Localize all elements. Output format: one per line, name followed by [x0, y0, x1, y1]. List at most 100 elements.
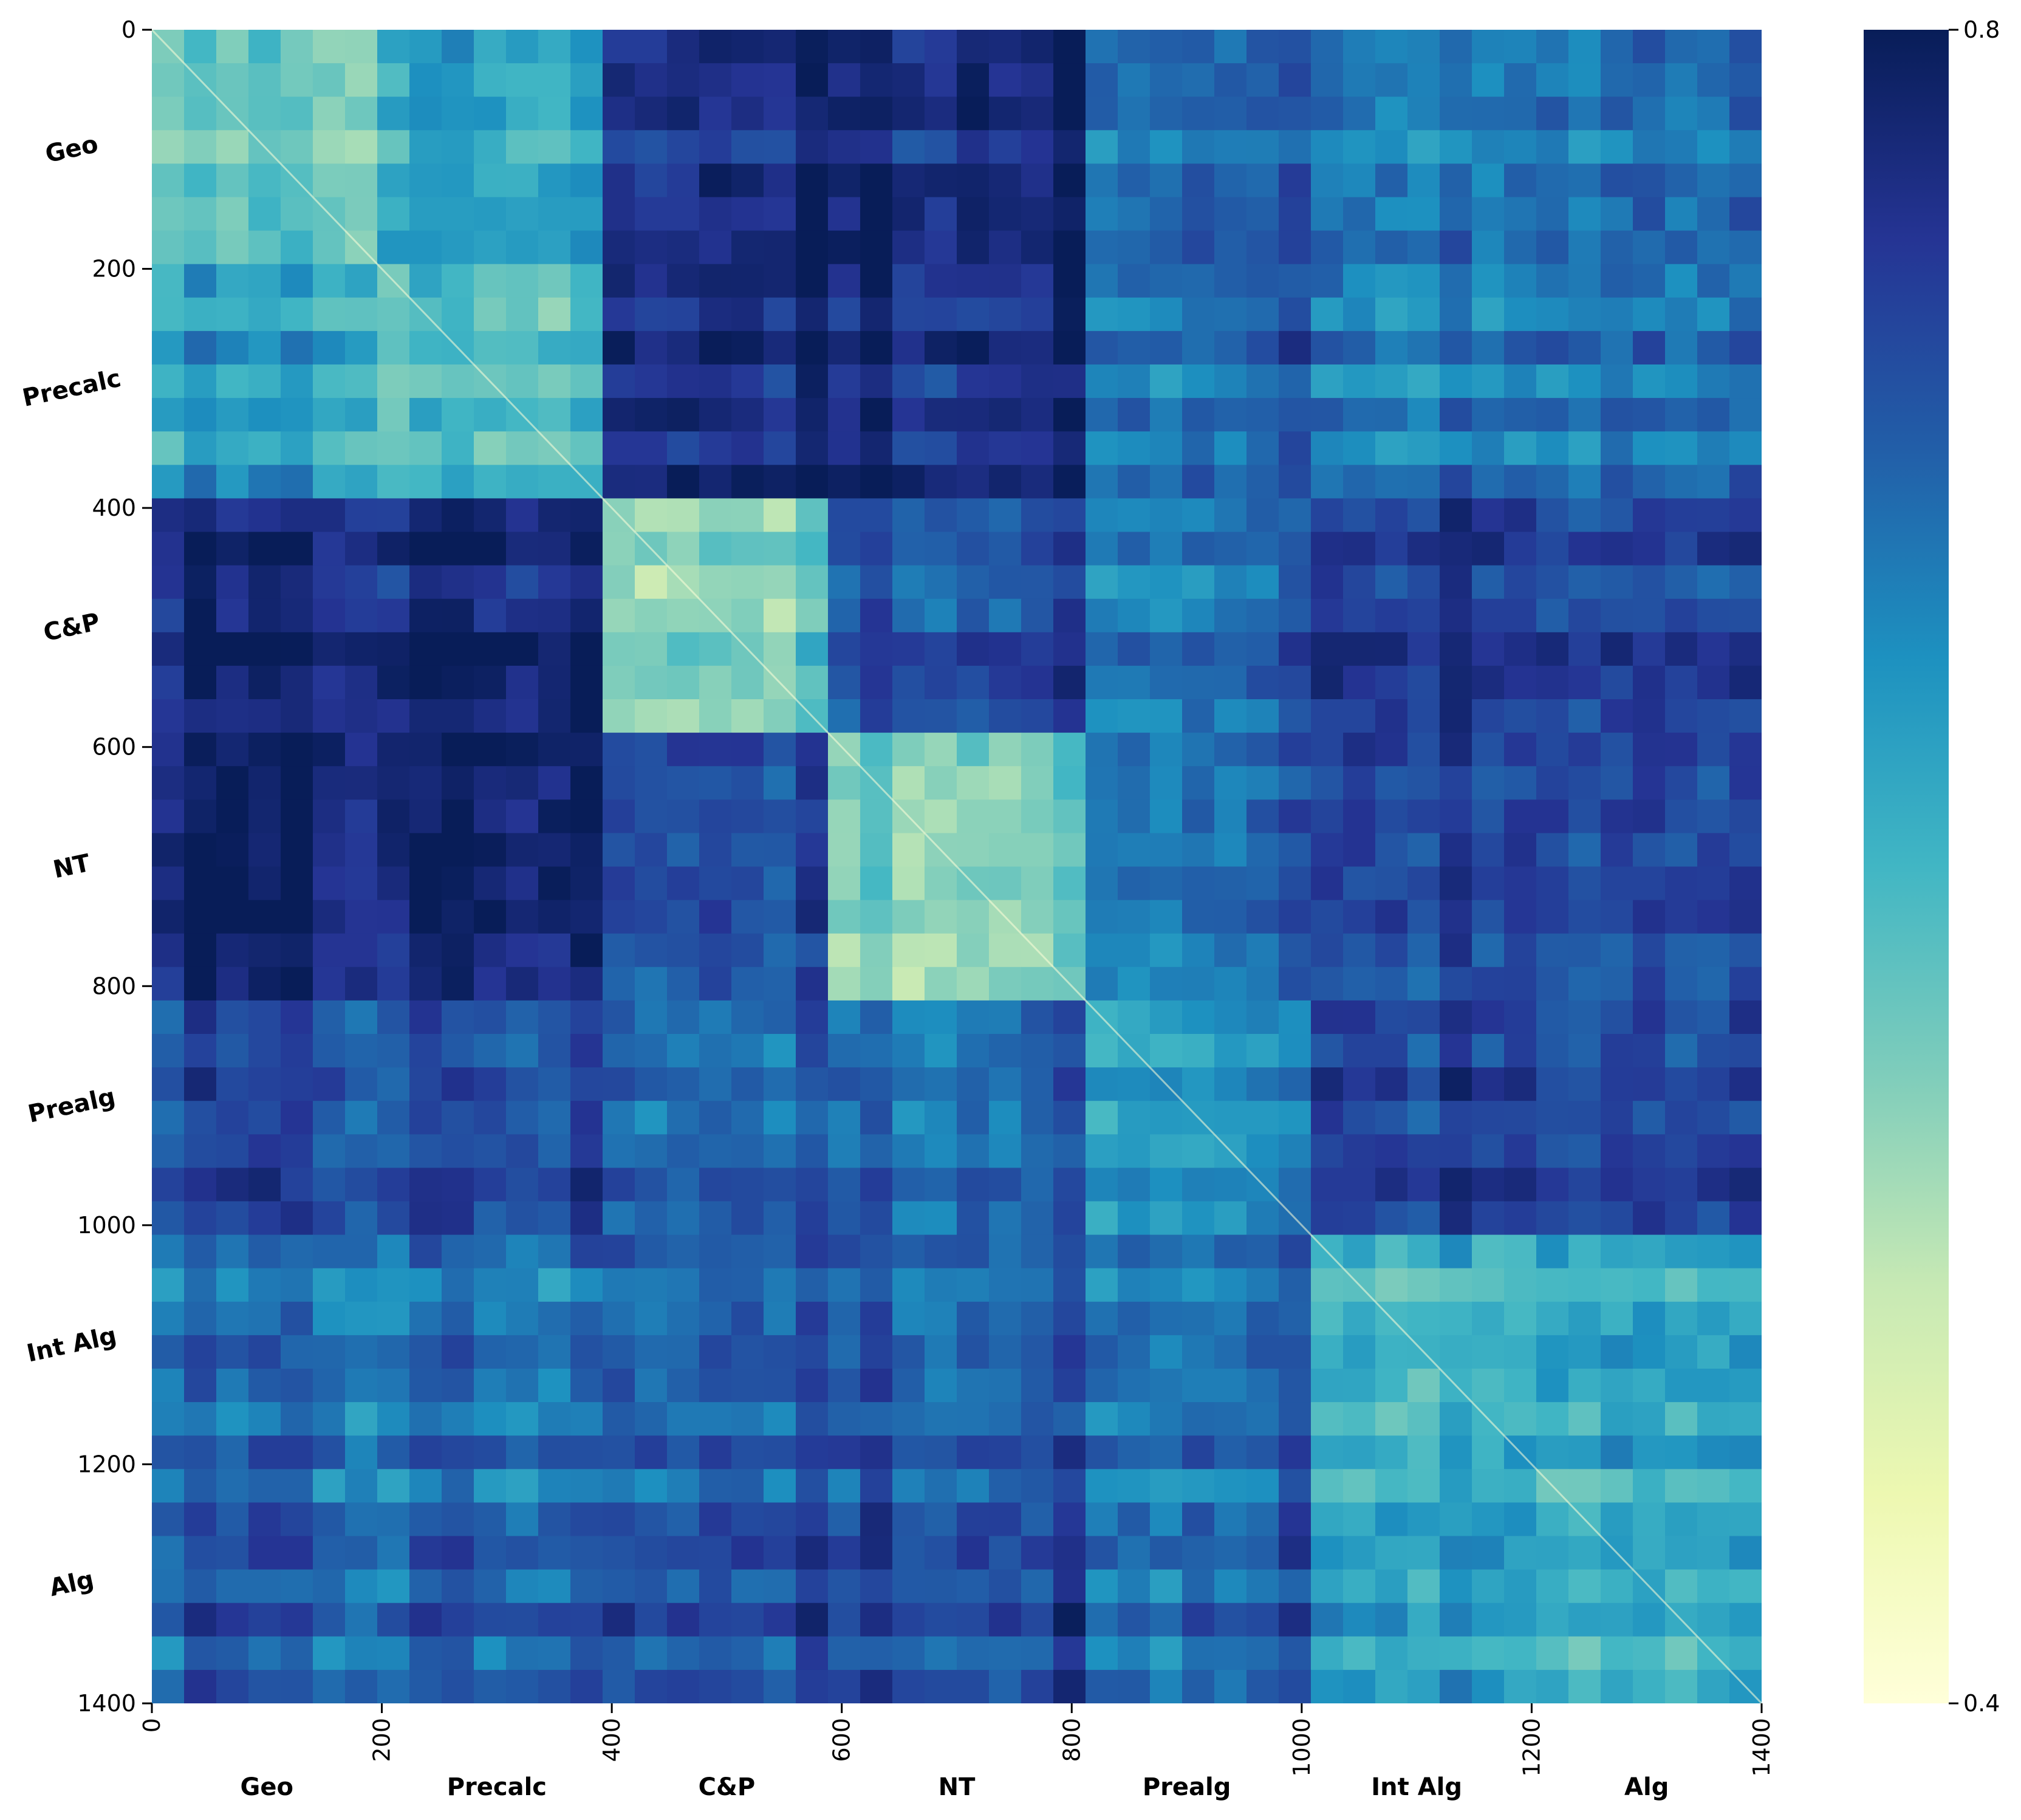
heatmap-cell: [1311, 498, 1344, 533]
heatmap-cell: [1182, 1301, 1215, 1336]
heatmap-cell: [1536, 933, 1569, 968]
heatmap-cell: [1118, 1268, 1151, 1302]
heatmap-cell: [1375, 1134, 1408, 1168]
heatmap-cell: [1182, 565, 1215, 600]
y-tick-label: 200: [92, 256, 136, 282]
heatmap-cell: [184, 498, 217, 533]
heatmap-cell: [1504, 30, 1537, 64]
heatmap-cell: [635, 1134, 668, 1168]
heatmap-cell: [1053, 1603, 1086, 1637]
heatmap-cell: [345, 63, 378, 97]
heatmap-cell: [828, 933, 861, 968]
heatmap-cell: [667, 297, 700, 332]
heatmap-cell: [1472, 665, 1505, 700]
heatmap-cell: [442, 63, 474, 97]
heatmap-cell: [1440, 63, 1472, 97]
heatmap-cell: [1472, 1469, 1505, 1503]
heatmap-cell: [1504, 1101, 1537, 1135]
heatmap-cell: [635, 1369, 668, 1403]
heatmap-cell: [1246, 699, 1279, 733]
heatmap-cell: [1568, 1669, 1601, 1703]
heatmap-cell: [409, 197, 442, 231]
heatmap-cell: [1053, 1067, 1086, 1101]
heatmap-cell: [635, 632, 668, 666]
heatmap-cell: [538, 1268, 571, 1302]
heatmap-cell: [1601, 1301, 1633, 1336]
heatmap-cell: [1375, 1234, 1408, 1269]
heatmap-cell: [313, 733, 346, 767]
heatmap-cell: [1729, 364, 1762, 399]
heatmap-cell: [152, 1000, 185, 1035]
heatmap-cell: [1729, 297, 1762, 332]
heatmap-cell: [1536, 330, 1569, 365]
heatmap-cell: [1118, 398, 1151, 432]
heatmap-cell: [1504, 933, 1537, 968]
heatmap-cell: [1343, 532, 1376, 566]
heatmap-cell: [345, 498, 378, 533]
heatmap-cell: [925, 1435, 957, 1469]
heatmap-cell: [474, 297, 507, 332]
heatmap-cell: [152, 63, 185, 97]
heatmap-cell: [538, 130, 571, 164]
heatmap-cell: [1729, 1469, 1762, 1503]
heatmap-cell: [313, 465, 346, 499]
heatmap-cell: [925, 364, 957, 399]
heatmap-cell: [216, 330, 249, 365]
heatmap-cell: [184, 933, 217, 968]
heatmap-cell: [1279, 799, 1311, 833]
heatmap-cell: [828, 1502, 861, 1537]
heatmap-cell: [1504, 866, 1537, 901]
heatmap-cell: [1375, 498, 1408, 533]
heatmap-cell: [957, 398, 990, 432]
heatmap-cell: [1601, 1201, 1633, 1236]
heatmap-cell: [1086, 799, 1118, 833]
heatmap-cell: [184, 1669, 217, 1703]
heatmap-cell: [1021, 1234, 1054, 1269]
heatmap-cell: [892, 30, 925, 64]
heatmap-cell: [860, 1168, 893, 1202]
heatmap-cell: [570, 1268, 603, 1302]
heatmap-cell: [1407, 30, 1440, 64]
heatmap-cell: [1440, 799, 1472, 833]
heatmap-cell: [699, 1101, 732, 1135]
heatmap-cell: [957, 264, 990, 298]
heatmap-cell: [989, 1636, 1022, 1671]
x-tick-label: 1000: [1288, 1718, 1315, 1777]
heatmap-cell: [1246, 900, 1279, 934]
heatmap-cell: [1440, 966, 1472, 1001]
heatmap-cell: [377, 1201, 410, 1236]
heatmap-cell: [1118, 30, 1151, 64]
heatmap-cell: [699, 1000, 732, 1035]
heatmap-cell: [1633, 197, 1666, 231]
y-tick-label: 1400: [77, 1690, 136, 1717]
heatmap-cell: [699, 1201, 732, 1236]
heatmap-cell: [248, 866, 281, 901]
heatmap-cell: [1086, 1335, 1118, 1369]
heatmap-cell: [1472, 966, 1505, 1001]
heatmap-cell: [506, 665, 539, 700]
heatmap-cell: [1697, 1435, 1730, 1469]
heatmap-cell: [957, 1669, 990, 1703]
heatmap-cell: [699, 63, 732, 97]
heatmap-cell: [184, 1134, 217, 1168]
heatmap-cell: [248, 398, 281, 432]
heatmap-cell: [1182, 1402, 1215, 1436]
heatmap-cell: [1118, 598, 1151, 633]
heatmap-cell: [1246, 1268, 1279, 1302]
heatmap-cell: [1182, 1669, 1215, 1703]
heatmap-cell: [860, 598, 893, 633]
heatmap-cell: [667, 364, 700, 399]
heatmap-cell: [1568, 900, 1601, 934]
heatmap-cell: [281, 364, 313, 399]
heatmap-cell: [184, 1201, 217, 1236]
heatmap-cell: [925, 699, 957, 733]
heatmap-cell: [1053, 197, 1086, 231]
heatmap-cell: [1729, 1569, 1762, 1604]
heatmap-cell: [248, 97, 281, 131]
heatmap-cell: [860, 364, 893, 399]
heatmap-cell: [152, 665, 185, 700]
heatmap-cell: [731, 1536, 764, 1570]
heatmap-cell: [345, 1569, 378, 1604]
heatmap-cell: [1729, 799, 1762, 833]
heatmap-cell: [1665, 1268, 1698, 1302]
